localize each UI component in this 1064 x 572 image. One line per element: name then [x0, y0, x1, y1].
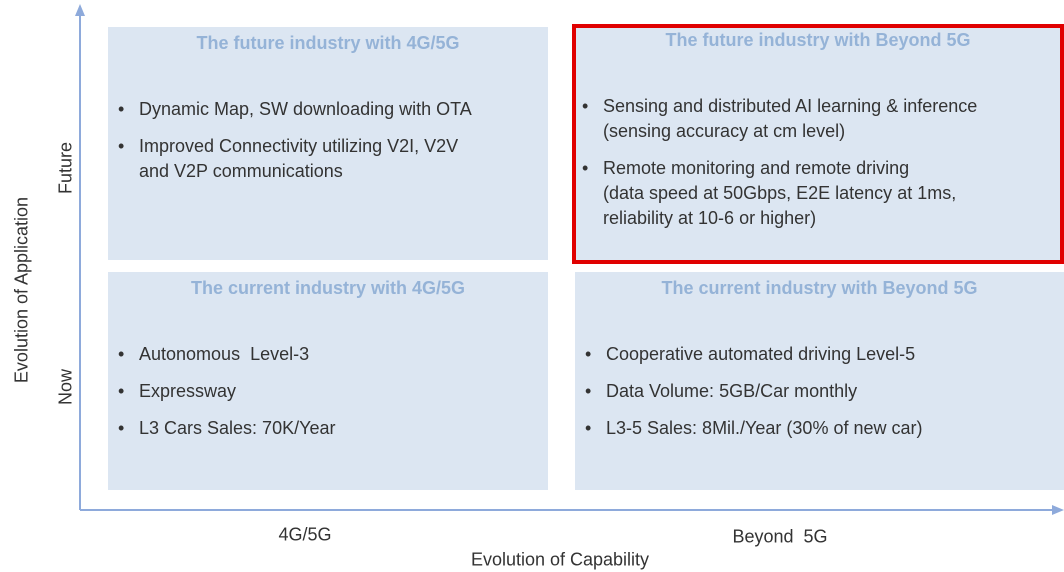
- bullet-line: Improved Connectivity utilizing V2I, V2V: [139, 136, 459, 156]
- bullet-item: Improved Connectivity utilizing V2I, V2V…: [114, 134, 472, 184]
- quadrant: The future industry with Beyond 5G Sensin…: [572, 24, 1064, 264]
- bullet-list: Cooperative automated driving Level-5 Dat…: [581, 342, 923, 453]
- bullet-list: Sensing and distributed AI learning & in…: [578, 94, 977, 243]
- x-arrow: [1052, 505, 1064, 515]
- quadrant: The future industry with 4G/5G Dynamic Ma…: [108, 27, 548, 260]
- bullet-item: Data Volume: 5GB/Car monthly: [581, 379, 923, 404]
- x-label-left: 4G/5G: [278, 524, 332, 545]
- bullet-line: (data speed at 50Gbps, E2E latency at 1m…: [603, 183, 957, 203]
- bullet-line: Cooperative automated driving Level-5: [606, 344, 916, 364]
- bullet-line: L3 Cars Sales: 70K/Year: [139, 418, 336, 438]
- bullet-item: Autonomous Level-3: [114, 342, 335, 367]
- x-axis-title: Evolution of Capability: [470, 549, 650, 570]
- bullet-line: reliability at 10-6 or higher): [603, 208, 817, 228]
- bullet-list: Autonomous Level-3 Expressway L3 Cars Sale…: [114, 342, 335, 453]
- quadrant-title: The future industry with Beyond 5G: [665, 30, 971, 50]
- bullet-item: Remote monitoring and remote driving (dat…: [578, 156, 977, 231]
- bullet-line: Data Volume: 5GB/Car monthly: [606, 381, 858, 401]
- bullet-line: Autonomous Level-3: [139, 344, 310, 364]
- bullet-line: Sensing and distributed AI learning & in…: [603, 96, 978, 116]
- bullet-list: Dynamic Map, SW downloading with OTA Impr…: [114, 97, 472, 196]
- y-axis-title: Evolution of Application: [11, 196, 32, 384]
- bullet-line: L3-5 Sales: 8Mil./Year (30% of new car): [606, 418, 923, 438]
- quadrant-title: The current industry with Beyond 5G: [661, 278, 978, 298]
- bullet-item: L3 Cars Sales: 70K/Year: [114, 416, 335, 441]
- bullet-item: Sensing and distributed AI learning & in…: [578, 94, 977, 144]
- quadrant-title: The future industry with 4G/5G: [196, 33, 460, 53]
- bullet-item: Dynamic Map, SW downloading with OTA: [114, 97, 472, 122]
- bullet-item: Cooperative automated driving Level-5: [581, 342, 923, 367]
- y-label-now: Now: [55, 368, 76, 406]
- bullet-item: Expressway: [114, 379, 335, 404]
- quadrant: The current industry with 4G/5G Autonomou…: [108, 272, 548, 490]
- quadrant: The current industry with Beyond 5G Coope…: [575, 272, 1064, 490]
- bullet-line: (sensing accuracy at cm level): [603, 121, 846, 141]
- bullet-line: Remote monitoring and remote driving: [603, 158, 910, 178]
- y-label-future: Future: [55, 141, 76, 195]
- bullet-item: L3-5 Sales: 8Mil./Year (30% of new car): [581, 416, 923, 441]
- x-label-right: Beyond 5G: [732, 526, 828, 547]
- bullet-line: Dynamic Map, SW downloading with OTA: [139, 99, 472, 119]
- y-arrow: [75, 4, 85, 16]
- quadrant-title: The current industry with 4G/5G: [190, 278, 466, 298]
- bullet-line: Expressway: [139, 381, 237, 401]
- bullet-line: and V2P communications: [139, 161, 343, 181]
